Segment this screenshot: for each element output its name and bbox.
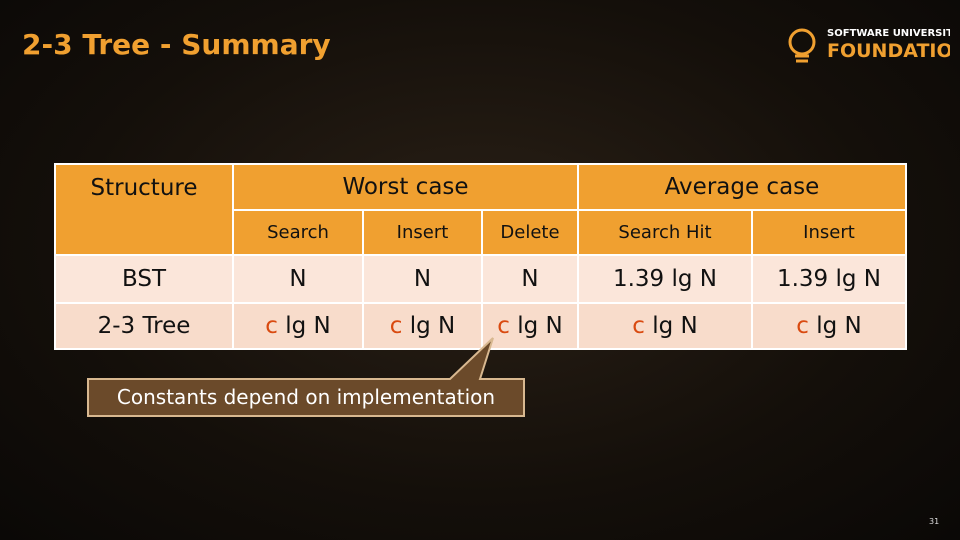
- factor: c: [265, 313, 278, 339]
- term: lg N: [816, 313, 862, 339]
- cell: c lg N: [577, 302, 753, 350]
- page-number: 31: [929, 517, 940, 526]
- cell: 1.39 lg N: [577, 254, 753, 304]
- term: lg N: [652, 313, 698, 339]
- term: lg N: [409, 313, 456, 339]
- logo-bulb: [788, 28, 816, 56]
- callout-text: Constants depend on implementation: [117, 385, 495, 409]
- subheader-cell: Insert: [751, 209, 907, 256]
- logo-top: SOFTWARE UNIVERSITY: [827, 28, 950, 39]
- factor: c: [796, 313, 809, 339]
- logo-base: [795, 54, 809, 63]
- cell: N: [481, 254, 579, 304]
- header-cell: Average case: [577, 163, 907, 211]
- factor: c: [497, 313, 510, 339]
- logo-bottom: FOUNDATION: [827, 40, 950, 62]
- subheader-cell: Search Hit: [577, 209, 753, 256]
- cell: c lg N: [481, 302, 579, 350]
- factor: c: [632, 313, 645, 339]
- subheader-cell: Delete: [481, 209, 579, 256]
- cell: 1.39 lg N: [751, 254, 907, 304]
- cell: c lg N: [232, 302, 364, 350]
- cell: N: [362, 254, 483, 304]
- summary-table: Structure Worst case Average case Search…: [54, 163, 907, 350]
- subheader-cell: Search: [232, 209, 364, 256]
- term: lg N: [517, 313, 563, 339]
- cell: c lg N: [751, 302, 907, 350]
- cell: N: [232, 254, 364, 304]
- logo: SOFTWARE UNIVERSITY FOUNDATION: [788, 28, 950, 63]
- factor: c: [389, 313, 403, 339]
- cell: c lg N: [362, 302, 483, 350]
- callout-box: [87, 337, 525, 417]
- header-cell: Worst case: [232, 163, 579, 211]
- title: 2-3 Tree - Summary: [22, 28, 331, 61]
- term: lg N: [285, 313, 331, 339]
- subheader-cell: Insert: [362, 209, 483, 256]
- header-cell: Structure: [54, 163, 234, 256]
- row-name: BST: [54, 254, 234, 304]
- row-name: 2-3 Tree: [54, 302, 234, 350]
